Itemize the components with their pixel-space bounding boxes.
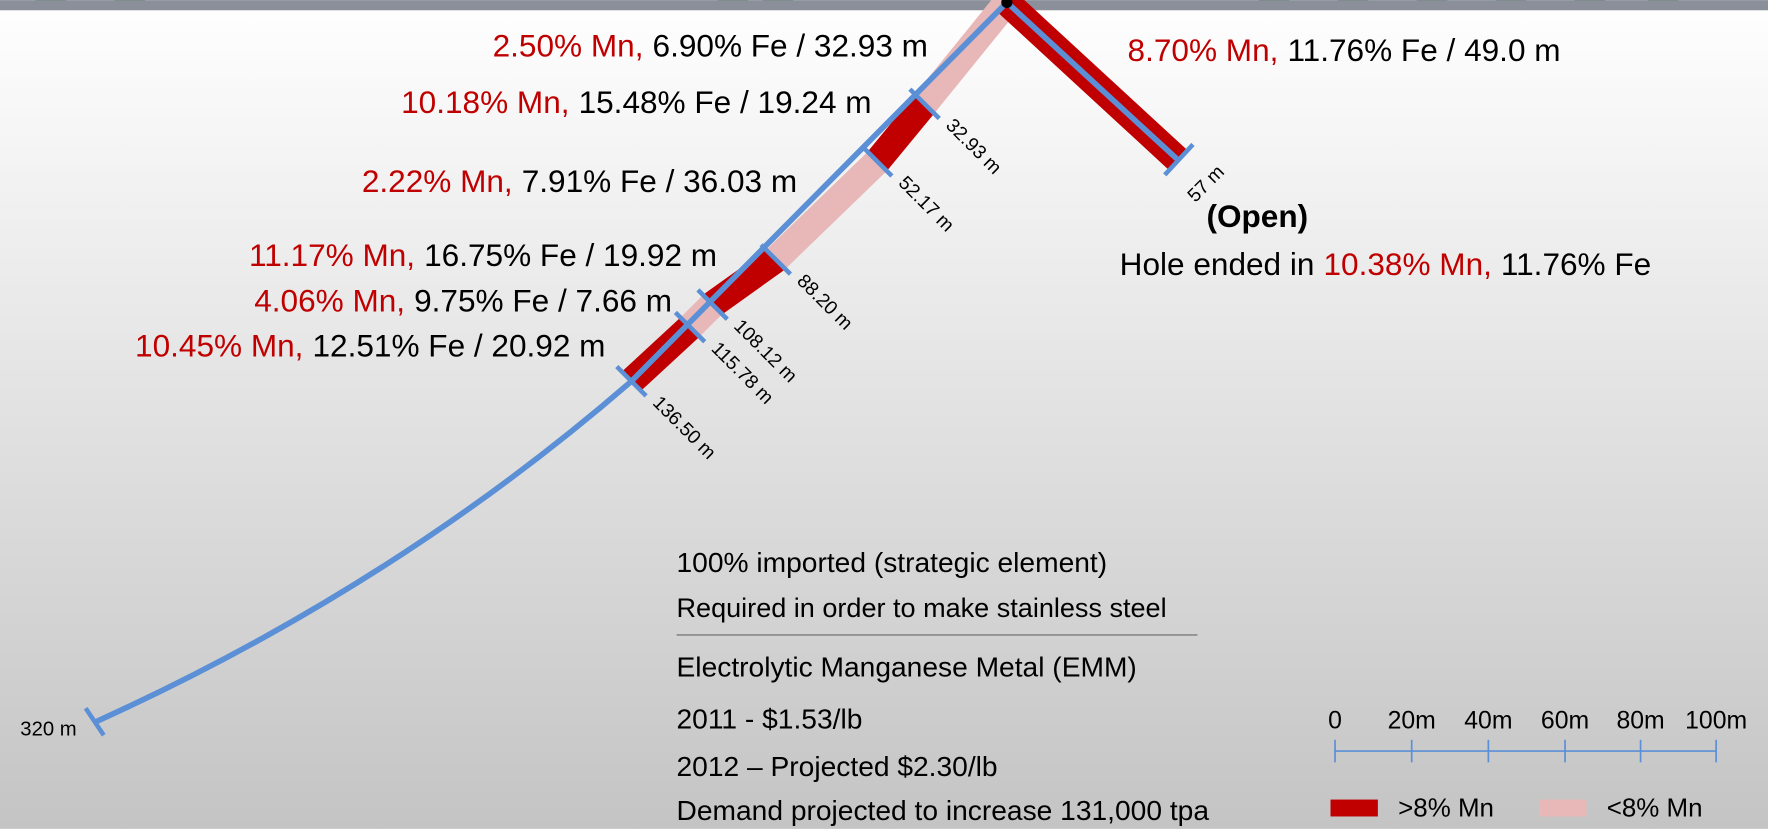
collar xyxy=(1001,0,1013,9)
scale-label: 60m xyxy=(1541,708,1589,735)
depth-tick xyxy=(908,87,941,121)
legend-swatch xyxy=(1539,799,1587,817)
scale-label: 100m xyxy=(1685,708,1747,735)
mn-grade: 2.50% Mn, xyxy=(493,28,644,64)
legend-swatch xyxy=(1330,799,1378,817)
mn-grade: 2.22% Mn, xyxy=(362,163,513,199)
interval-band xyxy=(866,95,936,170)
mn-grade: 8.70% Mn, xyxy=(1128,32,1279,68)
note: 100% imported (strategic element) xyxy=(677,546,1108,578)
fe-grade-length: 7.91% Fe / 36.03 m xyxy=(522,163,797,199)
depth-label: 320 m xyxy=(20,718,76,740)
depth-tick xyxy=(860,145,894,178)
fe-grade-length: 16.75% Fe / 19.92 m xyxy=(424,237,717,273)
mn-grade: 10.18% Mn, xyxy=(401,84,569,120)
note: Demand projected to increase 131,000 tpa xyxy=(677,794,1210,826)
scale-label: 0 xyxy=(1328,708,1342,735)
fe-grade-length: 6.90% Fe / 32.93 m xyxy=(653,28,928,64)
note: Electrolytic Manganese Metal (EMM) xyxy=(677,651,1137,683)
intercept-label: 10.45% Mn, 12.51% Fe / 20.92 m xyxy=(135,327,605,363)
note: 2011 - $1.53/lb xyxy=(677,703,863,735)
depth-tick xyxy=(615,364,648,398)
mn-grade: 4.06% Mn, xyxy=(254,282,405,318)
interval-band xyxy=(680,294,723,337)
interval-band xyxy=(766,151,887,270)
hole-status: (Open) xyxy=(1206,198,1308,234)
fe-grade-length: 11.76% Fe / 49.0 m xyxy=(1287,32,1560,68)
legend-label: >8% Mn xyxy=(1398,794,1494,822)
depth-tick xyxy=(83,706,106,737)
legend-label: <8% Mn xyxy=(1607,794,1703,822)
intercept-label: 2.50% Mn, 6.90% Fe / 32.93 m xyxy=(493,28,928,64)
depth-tick xyxy=(696,288,729,321)
note: 2012 – Projected $2.30/lb xyxy=(677,750,998,782)
depth-tick xyxy=(759,243,793,276)
fe-grade-length: 12.51% Fe / 20.92 m xyxy=(312,327,605,363)
hole-trace xyxy=(1004,0,1181,163)
mn-grade: 10.45% Mn, xyxy=(135,327,303,363)
intercept-label: 2.22% Mn, 7.91% Fe / 36.03 m xyxy=(362,163,797,199)
depth-tick xyxy=(673,310,707,344)
interval-band xyxy=(704,248,784,316)
scale-label: 40m xyxy=(1464,708,1512,735)
fe-grade: 11.76% Fe xyxy=(1501,246,1651,282)
scale-label: 80m xyxy=(1616,708,1664,735)
hole-trace xyxy=(94,0,1009,725)
drill-holes xyxy=(83,0,1195,737)
fe-grade-length: 15.48% Fe / 19.24 m xyxy=(579,84,872,120)
note: Required in order to make stainless stee… xyxy=(677,593,1167,623)
mn-grade: 11.17% Mn, xyxy=(249,237,415,273)
scale-label: 20m xyxy=(1388,708,1436,735)
intercept-label: 8.70% Mn, 11.76% Fe / 49.0 m xyxy=(1128,32,1561,68)
fe-grade-length: 9.75% Fe / 7.66 m xyxy=(414,282,672,318)
end-note-prefix: Hole ended in xyxy=(1120,246,1315,282)
ground-surface xyxy=(0,0,1768,11)
mn-grade: 10.38% Mn, xyxy=(1323,246,1491,282)
intercept-label: 11.17% Mn, 16.75% Fe / 19.92 m xyxy=(249,237,717,273)
intercept-label: 10.18% Mn, 15.48% Fe / 19.24 m xyxy=(401,84,871,120)
end-note: Hole ended in 10.38% Mn, 11.76% Fe xyxy=(1120,246,1652,282)
depth-tick xyxy=(1163,142,1195,177)
intercept-label: 4.06% Mn, 9.75% Fe / 7.66 m xyxy=(254,282,672,318)
